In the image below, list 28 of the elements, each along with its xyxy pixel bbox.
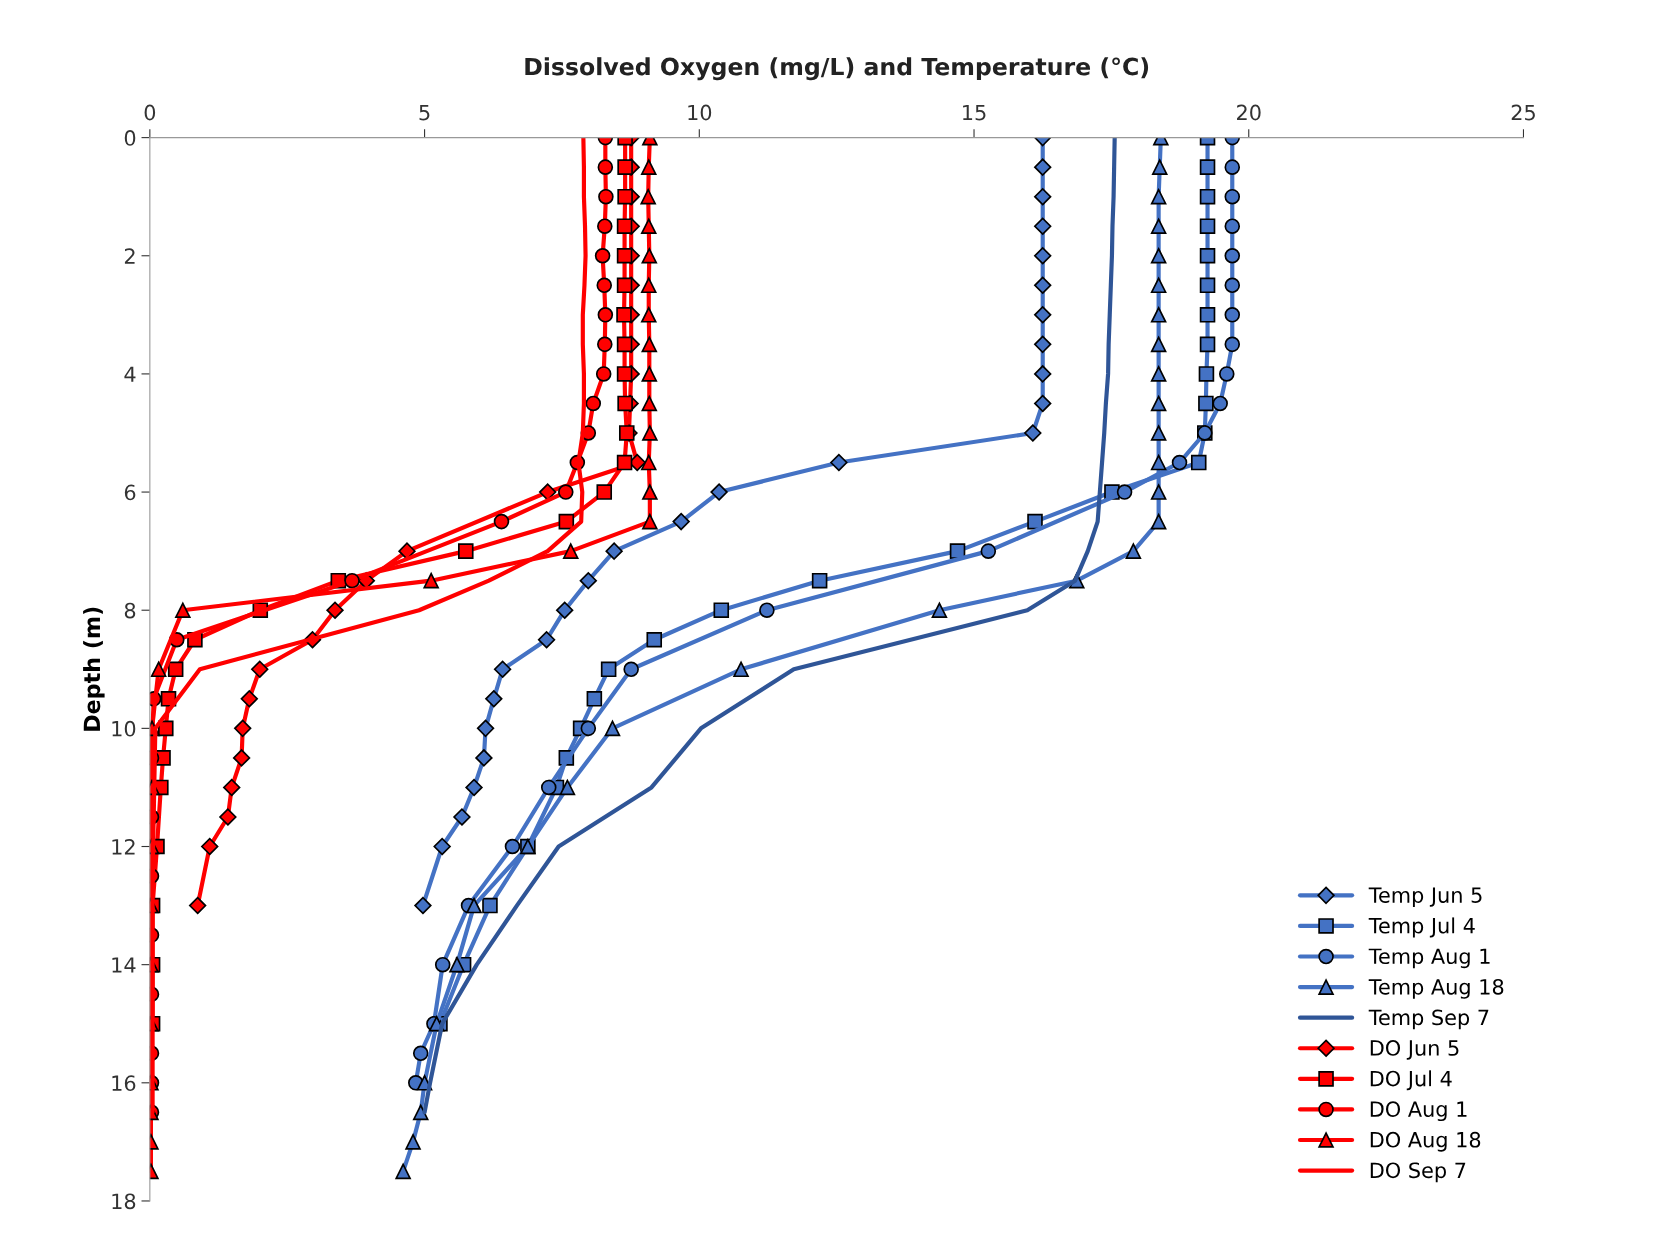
x-tick-label: 0 <box>144 104 156 121</box>
legend-label: Temp Jul 4 <box>1368 917 1475 938</box>
x-tick-label: 20 <box>1237 104 1261 121</box>
x-tick-label: 10 <box>688 104 712 121</box>
legend-label: DO Aug 1 <box>1370 1101 1467 1122</box>
legend-label: Temp Sep 7 <box>1368 1009 1489 1030</box>
y-axis-title: Depth (m) <box>83 607 105 731</box>
x-tick-label: 5 <box>419 104 430 121</box>
y-tick-label: 16 <box>112 1075 136 1092</box>
x-tick-label: 25 <box>1511 104 1535 121</box>
y-tick-label: 10 <box>112 720 136 737</box>
x-tick-label: 15 <box>963 104 986 121</box>
y-tick-label: 12 <box>112 838 135 855</box>
y-tick-label: 6 <box>124 484 136 501</box>
y-tick-label: 14 <box>112 957 136 973</box>
legend-label: Temp Jun 5 <box>1368 887 1482 907</box>
legend-label: DO Sep 7 <box>1370 1162 1466 1183</box>
legend-label: Temp Aug 1 <box>1368 948 1490 969</box>
legend-label: DO Aug 18 <box>1370 1131 1481 1152</box>
legend-label: Temp Aug 18 <box>1368 978 1504 999</box>
y-tick-label: 18 <box>112 1193 136 1210</box>
y-tick-label: 8 <box>124 602 136 619</box>
y-tick-label: 2 <box>124 248 135 264</box>
y-tick-label: 0 <box>124 130 136 146</box>
y-tick-label: 4 <box>124 366 136 382</box>
chart-title: Dissolved Oxygen (mg/L) and Temperature (°C) <box>525 57 1149 81</box>
legend-label: DO Jul 4 <box>1370 1070 1452 1091</box>
legend-label: DO Jun 5 <box>1370 1040 1459 1060</box>
